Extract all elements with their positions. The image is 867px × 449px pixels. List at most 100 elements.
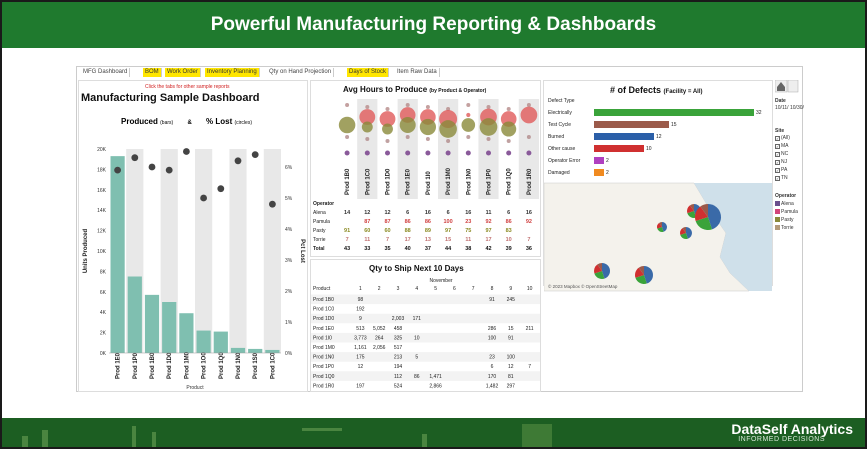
amp-label: & bbox=[187, 120, 192, 126]
hours-value: 11 bbox=[486, 210, 492, 216]
qty-value: 12 bbox=[358, 364, 364, 370]
hours-bubble bbox=[425, 137, 430, 141]
row-band bbox=[311, 313, 540, 324]
hours-value: 44 bbox=[445, 246, 452, 252]
defect-value: 15 bbox=[671, 122, 677, 128]
operator-label: Torrie bbox=[781, 225, 794, 231]
tab-bom[interactable]: BOM bbox=[143, 68, 162, 77]
hours-bubble bbox=[439, 120, 457, 138]
hours-value: 14 bbox=[344, 210, 351, 216]
y2-tick: 2% bbox=[285, 289, 293, 295]
operator-legend-item[interactable]: Pasty bbox=[775, 217, 794, 223]
x-tick: Prod 1C0 bbox=[270, 352, 276, 379]
defect-label: Electrically bbox=[548, 110, 572, 116]
hours-bubble bbox=[446, 107, 451, 111]
banner-title: Powerful Manufacturing Reporting & Dashb… bbox=[2, 2, 865, 48]
hours-value: 87 bbox=[384, 219, 390, 225]
date-from[interactable]: 10/11/ bbox=[775, 105, 789, 111]
site-filter-label: Site bbox=[775, 128, 785, 134]
product-label: Prod 1P0 bbox=[487, 168, 493, 195]
qty-product: Prod 1E0 bbox=[313, 326, 334, 332]
hours-dot bbox=[506, 150, 512, 156]
qty-value: 192 bbox=[356, 307, 365, 313]
map-pie-slice bbox=[659, 222, 662, 227]
site-checkbox[interactable]: ✓ (All) bbox=[775, 135, 790, 141]
produced-bar bbox=[127, 276, 142, 353]
legend-swatch-icon bbox=[775, 217, 780, 222]
y-tick: 20K bbox=[97, 147, 107, 153]
hours-value: 6 bbox=[507, 210, 510, 216]
hours-bubble bbox=[405, 103, 410, 107]
defect-bar bbox=[594, 157, 604, 164]
hours-dot bbox=[364, 150, 370, 156]
hours-panel: Avg Hours to Produce (by Product & Opera… bbox=[310, 80, 541, 257]
operator-legend-item[interactable]: Alena bbox=[775, 201, 794, 207]
hours-bubble bbox=[382, 123, 393, 135]
tabs-hint: Click the tabs for other sample reports bbox=[145, 84, 230, 90]
hours-heading: Avg Hours to Produce (by Product & Opera… bbox=[343, 85, 486, 94]
hours-bubble bbox=[466, 135, 471, 139]
qty-product: Prod 1N0 bbox=[313, 355, 334, 361]
tab-days-of-stock[interactable]: Days of Stock bbox=[347, 68, 390, 77]
column-band bbox=[195, 149, 213, 353]
day-header: 7 bbox=[472, 286, 475, 292]
map-pie-slice bbox=[695, 217, 713, 230]
map-pie-slice bbox=[689, 204, 694, 211]
hours-bubble bbox=[466, 112, 471, 118]
operator-legend-item[interactable]: Pamula bbox=[775, 209, 798, 215]
tab-inventory-planning[interactable]: Inventory Planning bbox=[205, 68, 260, 77]
y-axis-label: Units Produced bbox=[83, 228, 89, 273]
operator-legend-item[interactable]: Torrie bbox=[775, 225, 794, 231]
footer-tagline: INFORMED DECISIONS bbox=[738, 436, 825, 443]
site-label: TN bbox=[781, 175, 788, 181]
qty-value: 264 bbox=[375, 335, 384, 341]
site-checkbox[interactable]: ✓ NJ bbox=[775, 159, 787, 165]
qty-value: 2,056 bbox=[373, 345, 386, 351]
lost-circle bbox=[217, 185, 225, 193]
defects-title: # of Defects bbox=[610, 85, 662, 95]
date-to[interactable]: 10/30/ bbox=[790, 105, 804, 111]
qty-value: 7 bbox=[528, 364, 531, 370]
day-header: 9 bbox=[509, 286, 512, 292]
tab-mfg-dashboard[interactable]: MFG Dashboard bbox=[81, 68, 131, 77]
column-band bbox=[229, 149, 247, 353]
tab-work-order[interactable]: Work Order bbox=[165, 68, 201, 77]
qty-value: 297 bbox=[507, 383, 516, 389]
hours-bubble bbox=[385, 107, 390, 111]
map-pie-slice bbox=[657, 222, 662, 229]
produced-bar bbox=[230, 347, 246, 353]
map-pie-slice bbox=[700, 204, 708, 217]
x-tick: Prod 1O0 bbox=[202, 352, 208, 379]
y-tick: 4K bbox=[100, 310, 107, 316]
qty-value: 86 bbox=[414, 374, 420, 380]
y2-tick: 3% bbox=[285, 258, 293, 264]
hours-value: 38 bbox=[465, 246, 471, 252]
defect-bar bbox=[594, 109, 754, 116]
qty-value: 517 bbox=[394, 345, 403, 351]
site-checkbox[interactable]: ✓ PA bbox=[775, 167, 787, 173]
map-pie-slice bbox=[708, 204, 721, 230]
hours-value: 92 bbox=[485, 219, 491, 225]
product-label: Prod 1R0 bbox=[527, 168, 533, 195]
qty-product: Prod 1I0 bbox=[313, 335, 332, 341]
site-checkbox[interactable]: ✓ MA bbox=[775, 143, 789, 149]
defect-value: 12 bbox=[656, 134, 662, 140]
y-tick: 8K bbox=[100, 269, 107, 275]
home-icon[interactable] bbox=[775, 80, 799, 94]
qty-product: Prod 1C0 bbox=[313, 307, 334, 313]
qty-value: 100 bbox=[488, 335, 497, 341]
hours-value: 86 bbox=[506, 219, 512, 225]
defects-chart: Defect Type Electrically 32 Test Cycle 15 Bur… bbox=[544, 98, 772, 292]
tab-qty-on-hand-projection[interactable]: Qty on Hand Projection bbox=[267, 68, 335, 77]
defects-heading: # of Defects (Facility = All) bbox=[610, 85, 703, 95]
site-checkbox[interactable]: ✓ TN bbox=[775, 175, 788, 181]
tab-item-raw-data[interactable]: Item Raw Data bbox=[395, 68, 440, 77]
site-checkbox[interactable]: ✓ NC bbox=[775, 151, 788, 157]
qty-value: 170 bbox=[488, 374, 497, 380]
qty-value: 175 bbox=[356, 355, 365, 361]
row-band bbox=[311, 332, 540, 343]
checkbox-icon: ✓ bbox=[775, 136, 780, 141]
hours-dot bbox=[425, 150, 431, 156]
hours-value: 87 bbox=[364, 219, 370, 225]
